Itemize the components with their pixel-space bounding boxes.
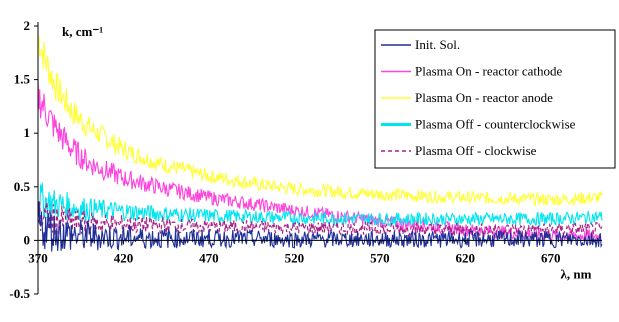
x-tick-label: 670 (541, 250, 561, 265)
series-line-4 (37, 201, 603, 238)
legend-box (374, 29, 616, 169)
y-tick-label: 2 (24, 18, 31, 33)
y-tick-label: 0.5 (14, 179, 31, 194)
x-tick-label: 620 (456, 250, 476, 265)
x-tick-label: 370 (28, 250, 48, 265)
x-tick-label: 420 (114, 250, 134, 265)
y-tick-label: 1 (24, 125, 31, 140)
series-line-3 (37, 182, 603, 228)
legend-label: Plasma Off - clockwise (415, 143, 537, 158)
y-tick-label: -0.5 (9, 286, 30, 301)
ticks-layer: -0.5 0 0.5 1 1.5 2 370 420 470 520 570 620 670 (9, 18, 560, 301)
y-axis-title: k, cm⁻¹ (62, 24, 103, 39)
y-tick-label: 1.5 (14, 72, 31, 87)
legend-label: Plasma On - reactor cathode (415, 64, 563, 79)
x-tick-label: 470 (199, 250, 219, 265)
series-line-2 (38, 36, 603, 208)
legend: Init. Sol. Plasma On - reactor cathode Pla… (374, 29, 616, 169)
axes-layer (37, 22, 602, 294)
x-axis-title: λ, nm (561, 266, 592, 281)
y-tick-label: 0 (24, 232, 31, 247)
legend-label: Plasma Off - counterclockwise (415, 117, 576, 132)
legend-items: Init. Sol. Plasma On - reactor cathode Pla… (381, 37, 576, 158)
x-tick-label: 520 (285, 250, 305, 265)
legend-label: Init. Sol. (415, 37, 460, 52)
legend-label: Plasma On - reactor anode (415, 90, 553, 105)
series-line-1 (37, 79, 603, 243)
x-tick-label: 570 (370, 250, 390, 265)
